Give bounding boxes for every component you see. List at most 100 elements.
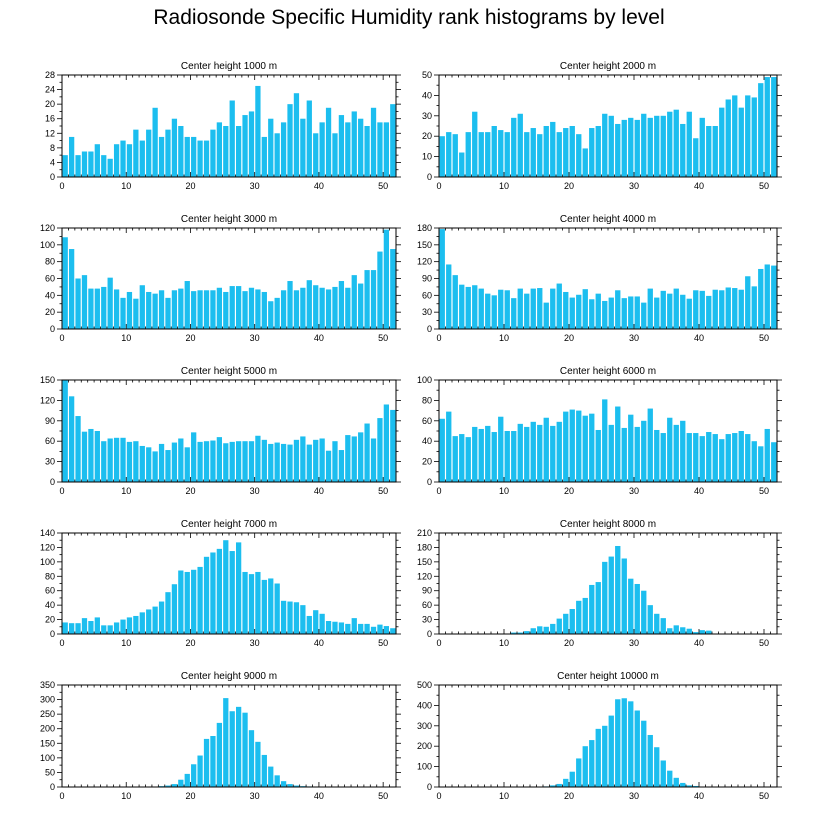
histogram-bar (293, 290, 300, 329)
histogram-bar (680, 294, 686, 329)
histogram-bar (248, 574, 255, 634)
histogram-bar (261, 579, 267, 634)
histogram-bar (504, 290, 510, 329)
y-tick-label: 20 (45, 615, 55, 625)
histogram-bar (556, 783, 562, 787)
histogram-bar (223, 126, 229, 177)
histogram-bar (517, 288, 523, 329)
histogram-bar (654, 297, 660, 329)
histogram-bar (511, 431, 517, 482)
histogram-bar (139, 612, 145, 634)
histogram-bar (107, 625, 113, 634)
histogram-bar (459, 434, 465, 482)
x-tick-label: 30 (250, 486, 260, 496)
y-tick-label: 30 (422, 111, 432, 121)
histogram-bar (229, 286, 235, 329)
histogram-bar (293, 602, 300, 634)
histogram-bar (582, 415, 588, 482)
histogram-bar (439, 136, 445, 177)
histogram-bar (274, 133, 280, 177)
histogram-bar (120, 437, 126, 482)
y-tick-label: 300 (417, 721, 432, 731)
histogram-bar (210, 552, 216, 634)
x-tick-label: 40 (694, 638, 704, 648)
histogram-bar (351, 111, 357, 177)
histogram-bar (576, 134, 582, 177)
x-tick-label: 30 (629, 181, 639, 191)
y-tick-label: 10 (422, 152, 432, 162)
y-tick-label: 8 (50, 143, 55, 153)
histogram-bar (345, 435, 351, 482)
histogram-bar (595, 728, 601, 787)
histogram-bar (550, 121, 556, 177)
histogram-bar (563, 613, 569, 634)
histogram-bar (751, 97, 757, 177)
histogram-bar (576, 294, 582, 329)
histogram-bar (274, 442, 280, 482)
x-tick-label: 10 (499, 638, 509, 648)
histogram-bar (69, 136, 75, 177)
histogram-bar (306, 615, 312, 634)
histogram-bar (563, 778, 569, 787)
y-tick-label: 90 (45, 416, 55, 426)
histogram-bar (498, 130, 504, 177)
histogram-bar (210, 440, 216, 482)
y-tick-label: 20 (422, 457, 432, 467)
histogram-bar (242, 291, 248, 330)
histogram-bar (660, 618, 666, 634)
histogram-bar (210, 290, 216, 329)
histogram-bar (550, 623, 556, 634)
y-tick-label: 350 (40, 680, 55, 690)
histogram-bar (107, 158, 113, 177)
histogram-bar (699, 630, 705, 634)
histogram-bar (120, 297, 126, 329)
y-tick-label: 80 (422, 395, 432, 405)
y-tick-label: 40 (422, 90, 432, 100)
histogram-bar (101, 155, 107, 177)
histogram-bar (261, 136, 267, 177)
histogram-bar (171, 584, 178, 634)
histogram-bar (377, 624, 383, 634)
histogram-bar (615, 123, 621, 177)
histogram-bar (589, 128, 595, 177)
plot-frame (438, 532, 778, 635)
histogram-bar (660, 115, 666, 177)
histogram-bar (517, 113, 523, 177)
x-tick-label: 30 (250, 638, 260, 648)
histogram-bar (261, 291, 267, 329)
histogram-bar (345, 623, 351, 634)
histogram-bar (274, 297, 280, 329)
histogram-bar (608, 297, 614, 329)
histogram-bar (589, 299, 595, 329)
y-tick-label: 0 (50, 477, 55, 487)
histogram-bar (216, 548, 222, 634)
histogram-bar (255, 571, 261, 634)
histogram-bar (563, 291, 569, 329)
histogram-bar (280, 781, 287, 787)
y-tick-label: 60 (422, 600, 432, 610)
histogram-bar (595, 582, 601, 634)
histogram-bar (358, 623, 364, 634)
histogram-bar (680, 420, 686, 482)
histogram-bar (325, 107, 332, 177)
panel-title: Center height 10000 m (557, 671, 659, 682)
y-tick-label: 200 (40, 724, 55, 734)
histogram-bar (589, 584, 595, 634)
histogram-bar (543, 126, 549, 177)
x-tick-label: 30 (250, 181, 260, 191)
histogram-bar (543, 417, 549, 482)
histogram-bar (556, 283, 562, 329)
panel-title: Center height 6000 m (560, 366, 656, 377)
histogram-bar (338, 281, 345, 329)
histogram-bar (203, 290, 210, 329)
histogram-bar (511, 117, 517, 177)
histogram-bar (332, 621, 338, 634)
histogram-bar (126, 441, 133, 482)
histogram-bar (203, 441, 210, 482)
histogram-bar (478, 288, 484, 329)
histogram-bar (75, 155, 81, 177)
histogram-bar (647, 408, 653, 482)
y-tick-label: 30 (422, 307, 432, 317)
histogram-bar (569, 409, 575, 482)
histogram-bar (621, 427, 627, 482)
